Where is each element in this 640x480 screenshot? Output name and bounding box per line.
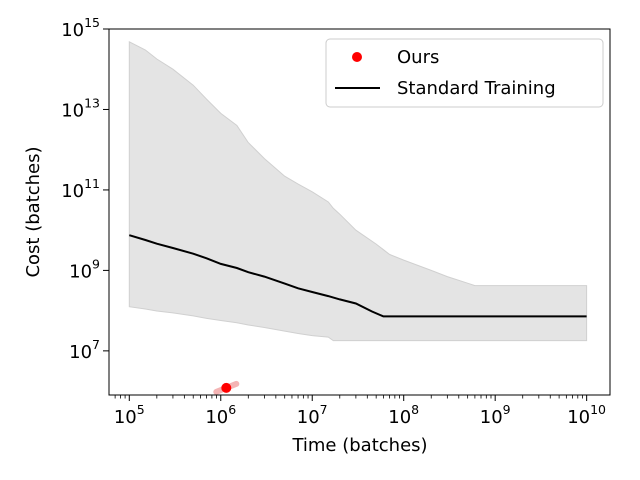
series-layer xyxy=(129,234,587,395)
legend-marker-ours xyxy=(352,52,362,62)
x-tick-label: 1010 xyxy=(567,402,606,428)
y-tick-label: 1015 xyxy=(61,15,100,41)
legend: Ours Standard Training xyxy=(325,38,604,108)
standard-training-range-band xyxy=(128,40,588,342)
y-tick-label: 1011 xyxy=(61,176,100,202)
x-tick-label: 105 xyxy=(114,402,145,428)
y-axis-ticks: 107 109 1011 1013 1015 xyxy=(61,15,109,363)
series-line-standard-training xyxy=(129,234,587,318)
y-tick-label: 1013 xyxy=(61,96,100,122)
plot-frame xyxy=(108,28,611,396)
x-axis-ticks: 105 106 107 108 109 1010 xyxy=(114,395,606,428)
confidence-band-layer xyxy=(128,40,588,342)
legend-box xyxy=(325,38,604,108)
legend-label-ours: Ours xyxy=(397,47,439,68)
y-axis-label: Cost (batches) xyxy=(23,146,44,277)
x-tick-label: 107 xyxy=(297,402,328,428)
x-axis-label: Time (batches) xyxy=(291,435,427,456)
y-tick-label: 107 xyxy=(69,337,100,363)
x-tick-label: 109 xyxy=(480,402,511,428)
x-tick-label: 108 xyxy=(388,402,419,428)
series-point-ours xyxy=(221,382,232,393)
legend-label-standard-training: Standard Training xyxy=(397,78,556,99)
y-tick-label: 109 xyxy=(69,256,100,282)
x-tick-label: 106 xyxy=(205,402,236,428)
